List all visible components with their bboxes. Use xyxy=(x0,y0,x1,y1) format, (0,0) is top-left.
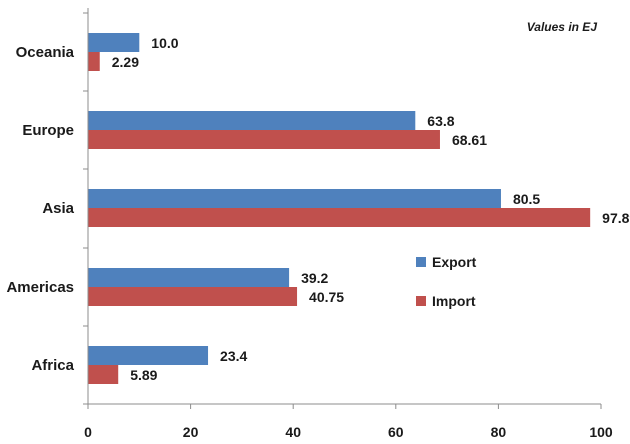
bar-export-americas xyxy=(88,268,290,287)
x-tick-label-0: 0 xyxy=(84,424,92,440)
data-labels: 10.0 2.29 63.8 68.61 80.5 97.89 39.2 40.75 23.4 5… xyxy=(112,35,630,383)
category-label-asia: Asia xyxy=(42,200,74,217)
x-axis: 0 20 40 60 80 100 xyxy=(83,8,613,440)
data-label-export-americas: 39.2 xyxy=(301,270,328,286)
legend-swatch-export xyxy=(416,257,426,267)
x-tick-label-40: 40 xyxy=(285,424,301,440)
data-label-import-europe: 68.61 xyxy=(452,132,487,148)
category-label-europe: Europe xyxy=(22,122,74,139)
category-label-africa: Africa xyxy=(31,357,74,374)
bar-export-europe xyxy=(88,111,416,130)
category-label-americas: Americas xyxy=(6,279,74,296)
legend: Export Import xyxy=(416,254,477,309)
legend-swatch-import xyxy=(416,296,426,306)
data-label-import-oceania: 2.29 xyxy=(112,54,139,70)
bar-export-africa xyxy=(88,346,209,365)
bar-export-oceania xyxy=(88,33,140,52)
x-tick-label-100: 100 xyxy=(589,424,613,440)
x-tick-label-60: 60 xyxy=(388,424,404,440)
x-tick-label-80: 80 xyxy=(491,424,507,440)
category-label-oceania: Oceania xyxy=(16,44,75,61)
data-label-export-africa: 23.4 xyxy=(220,348,247,364)
bar-import-asia xyxy=(88,208,591,227)
data-label-import-africa: 5.89 xyxy=(130,367,157,383)
bar-import-africa xyxy=(88,365,119,384)
bars-group xyxy=(88,33,591,384)
units-note: Values in EJ xyxy=(527,20,598,34)
bar-import-europe xyxy=(88,130,440,149)
x-tick-label-20: 20 xyxy=(183,424,199,440)
bar-import-americas xyxy=(88,287,298,306)
data-label-export-oceania: 10.0 xyxy=(151,35,178,51)
legend-label-export: Export xyxy=(432,254,477,270)
data-label-import-americas: 40.75 xyxy=(309,289,344,305)
legend-label-import: Import xyxy=(432,293,476,309)
data-label-import-asia: 97.89 xyxy=(602,210,630,226)
bar-import-oceania xyxy=(88,52,100,71)
data-label-export-asia: 80.5 xyxy=(513,191,540,207)
category-labels: Oceania Europe Asia Americas Africa xyxy=(6,44,74,374)
data-label-export-europe: 63.8 xyxy=(427,113,454,129)
bar-export-asia xyxy=(88,189,501,208)
